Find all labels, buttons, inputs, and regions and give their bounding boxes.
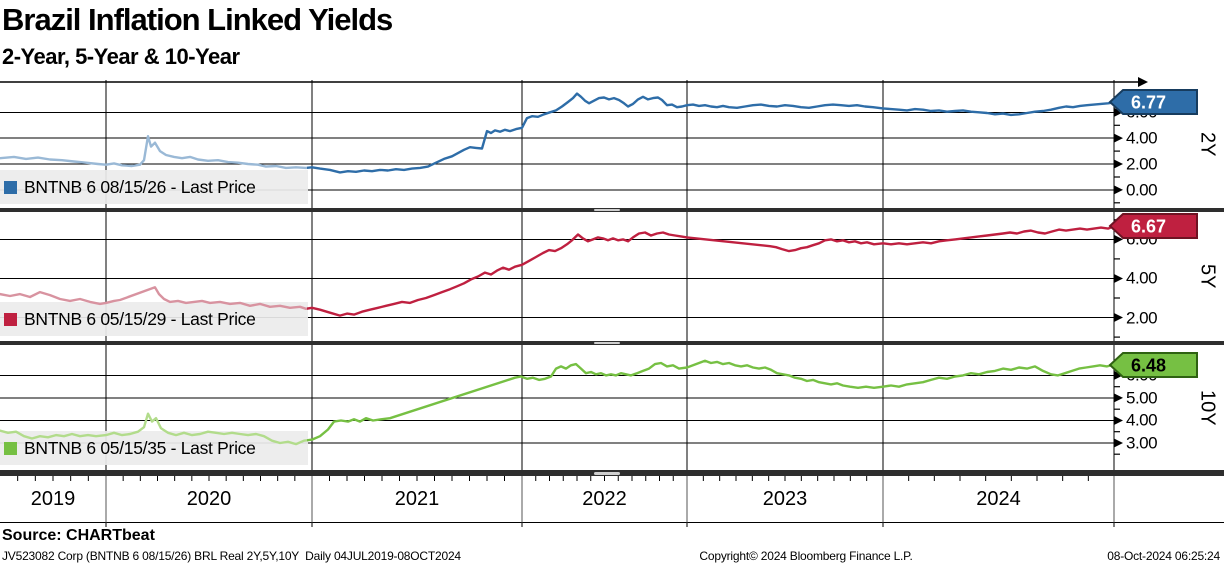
plot-area-5y [0, 212, 1123, 341]
last-price-badge-10y: 6.48 [1108, 351, 1198, 378]
legend-swatch-icon [4, 180, 17, 194]
x-axis-scale [0, 476, 1224, 527]
security-description: JV523082 Corp (BNTNB 6 08/15/26) BRL Rea… [2, 549, 461, 563]
y-axis-tick-arrow-icon [1114, 313, 1123, 323]
legend-label: BNTNB 6 05/15/29 - Last Price [24, 308, 256, 329]
y-axis-tick-arrow-icon [1114, 185, 1123, 195]
panel-axis-label-5y: 5Y [1196, 264, 1219, 289]
legend-label: BNTNB 6 08/15/26 - Last Price [24, 176, 256, 197]
x-axis-year-label: 2020 [186, 488, 232, 510]
y-axis-tick-label: 4.00 [1126, 410, 1158, 430]
page-title: Brazil Inflation Linked Yields [2, 2, 393, 37]
y-axis-tick-arrow-icon [1114, 370, 1123, 380]
legend-background [0, 170, 308, 204]
page-subtitle: 2-Year, 5-Year & 10-Year [2, 44, 240, 69]
svg-text:6.67: 6.67 [1131, 217, 1166, 237]
x-axis-year-label: 2021 [394, 488, 440, 510]
legend-swatch-icon [4, 441, 17, 455]
plot-area-10y [0, 345, 1123, 470]
source-label: Source: CHARTbeat [2, 527, 155, 544]
series-line-2y [0, 135, 307, 170]
timestamp: 08-Oct-2024 06:25:24 [1107, 549, 1220, 563]
last-price-badge-2y: 6.77 [1108, 89, 1198, 116]
y-axis-tick-label: 4.00 [1126, 128, 1158, 148]
axis-arrow-right-icon [1138, 77, 1148, 87]
x-axis-year-label: 2023 [762, 488, 808, 510]
y-axis-tick-arrow-icon [1114, 273, 1123, 283]
y-axis-tick-label: 4.00 [1126, 268, 1158, 288]
svg-text:6.77: 6.77 [1131, 93, 1166, 113]
x-axis-year-label: 2022 [582, 488, 627, 510]
copyright-notice: Copyright© 2024 Bloomberg Finance L.P. [699, 549, 913, 563]
y-axis-tick-arrow-icon [1114, 159, 1123, 169]
series-line-5y [307, 225, 1116, 317]
series-line-10y [307, 359, 1116, 442]
legend-item-10y: BNTNB 6 05/15/35 - Last Price [4, 431, 256, 465]
legend-item-5y: BNTNB 6 05/15/29 - Last Price [4, 302, 256, 336]
legend-label: BNTNB 6 05/15/35 - Last Price [24, 437, 256, 458]
y-axis-tick-arrow-icon [1114, 133, 1123, 143]
panel-splitter-handle[interactable] [594, 471, 620, 475]
panel-axis-label-10y: 10Y [1196, 389, 1219, 426]
y-axis-tick-label: 5.00 [1126, 388, 1158, 408]
legend-background [0, 302, 308, 336]
x-axis: 2019 2020 2021 2022 2023 2024 [0, 476, 1224, 527]
y-axis-tick-arrow-icon [1114, 438, 1123, 448]
series-line-2y [307, 92, 1116, 174]
series-line-10y [0, 412, 307, 446]
y-axis-tick-arrow-icon [1114, 415, 1123, 425]
y-axis-tick-arrow-icon [1114, 393, 1123, 403]
y-axis-tick-label: 3.00 [1126, 433, 1158, 453]
y-axis-tick-arrow-icon [1114, 107, 1123, 117]
y-axis-tick-label: 0.00 [1126, 180, 1158, 200]
plot-area-2y [0, 77, 1148, 208]
y-axis-tick-label: 2.00 [1126, 154, 1158, 174]
y-axis-tick-label: 2.00 [1126, 308, 1158, 328]
panel-divider [0, 470, 1224, 476]
series-line-5y [0, 286, 307, 310]
legend-item-2y: BNTNB 6 08/15/26 - Last Price [4, 170, 256, 204]
panel-axis-label-2y: 2Y [1196, 131, 1219, 157]
chart-panel-5y: 6.00 4.00 2.00 5Y BNTNB 6 05/15/29 - Last Pr… [0, 212, 1224, 341]
panel-divider [0, 208, 1224, 212]
x-axis-year-label: 2019 [30, 488, 76, 510]
panel-splitter-handle[interactable] [594, 209, 620, 211]
legend-swatch-icon [4, 312, 17, 326]
x-axis-year-label: 2024 [976, 488, 1021, 510]
panel-splitter-handle[interactable] [594, 342, 620, 344]
last-price-badge-5y: 6.67 [1108, 213, 1198, 240]
y-axis-tick-arrow-icon [1114, 234, 1123, 244]
svg-text:6.48: 6.48 [1131, 355, 1166, 375]
panel-divider [0, 341, 1224, 345]
